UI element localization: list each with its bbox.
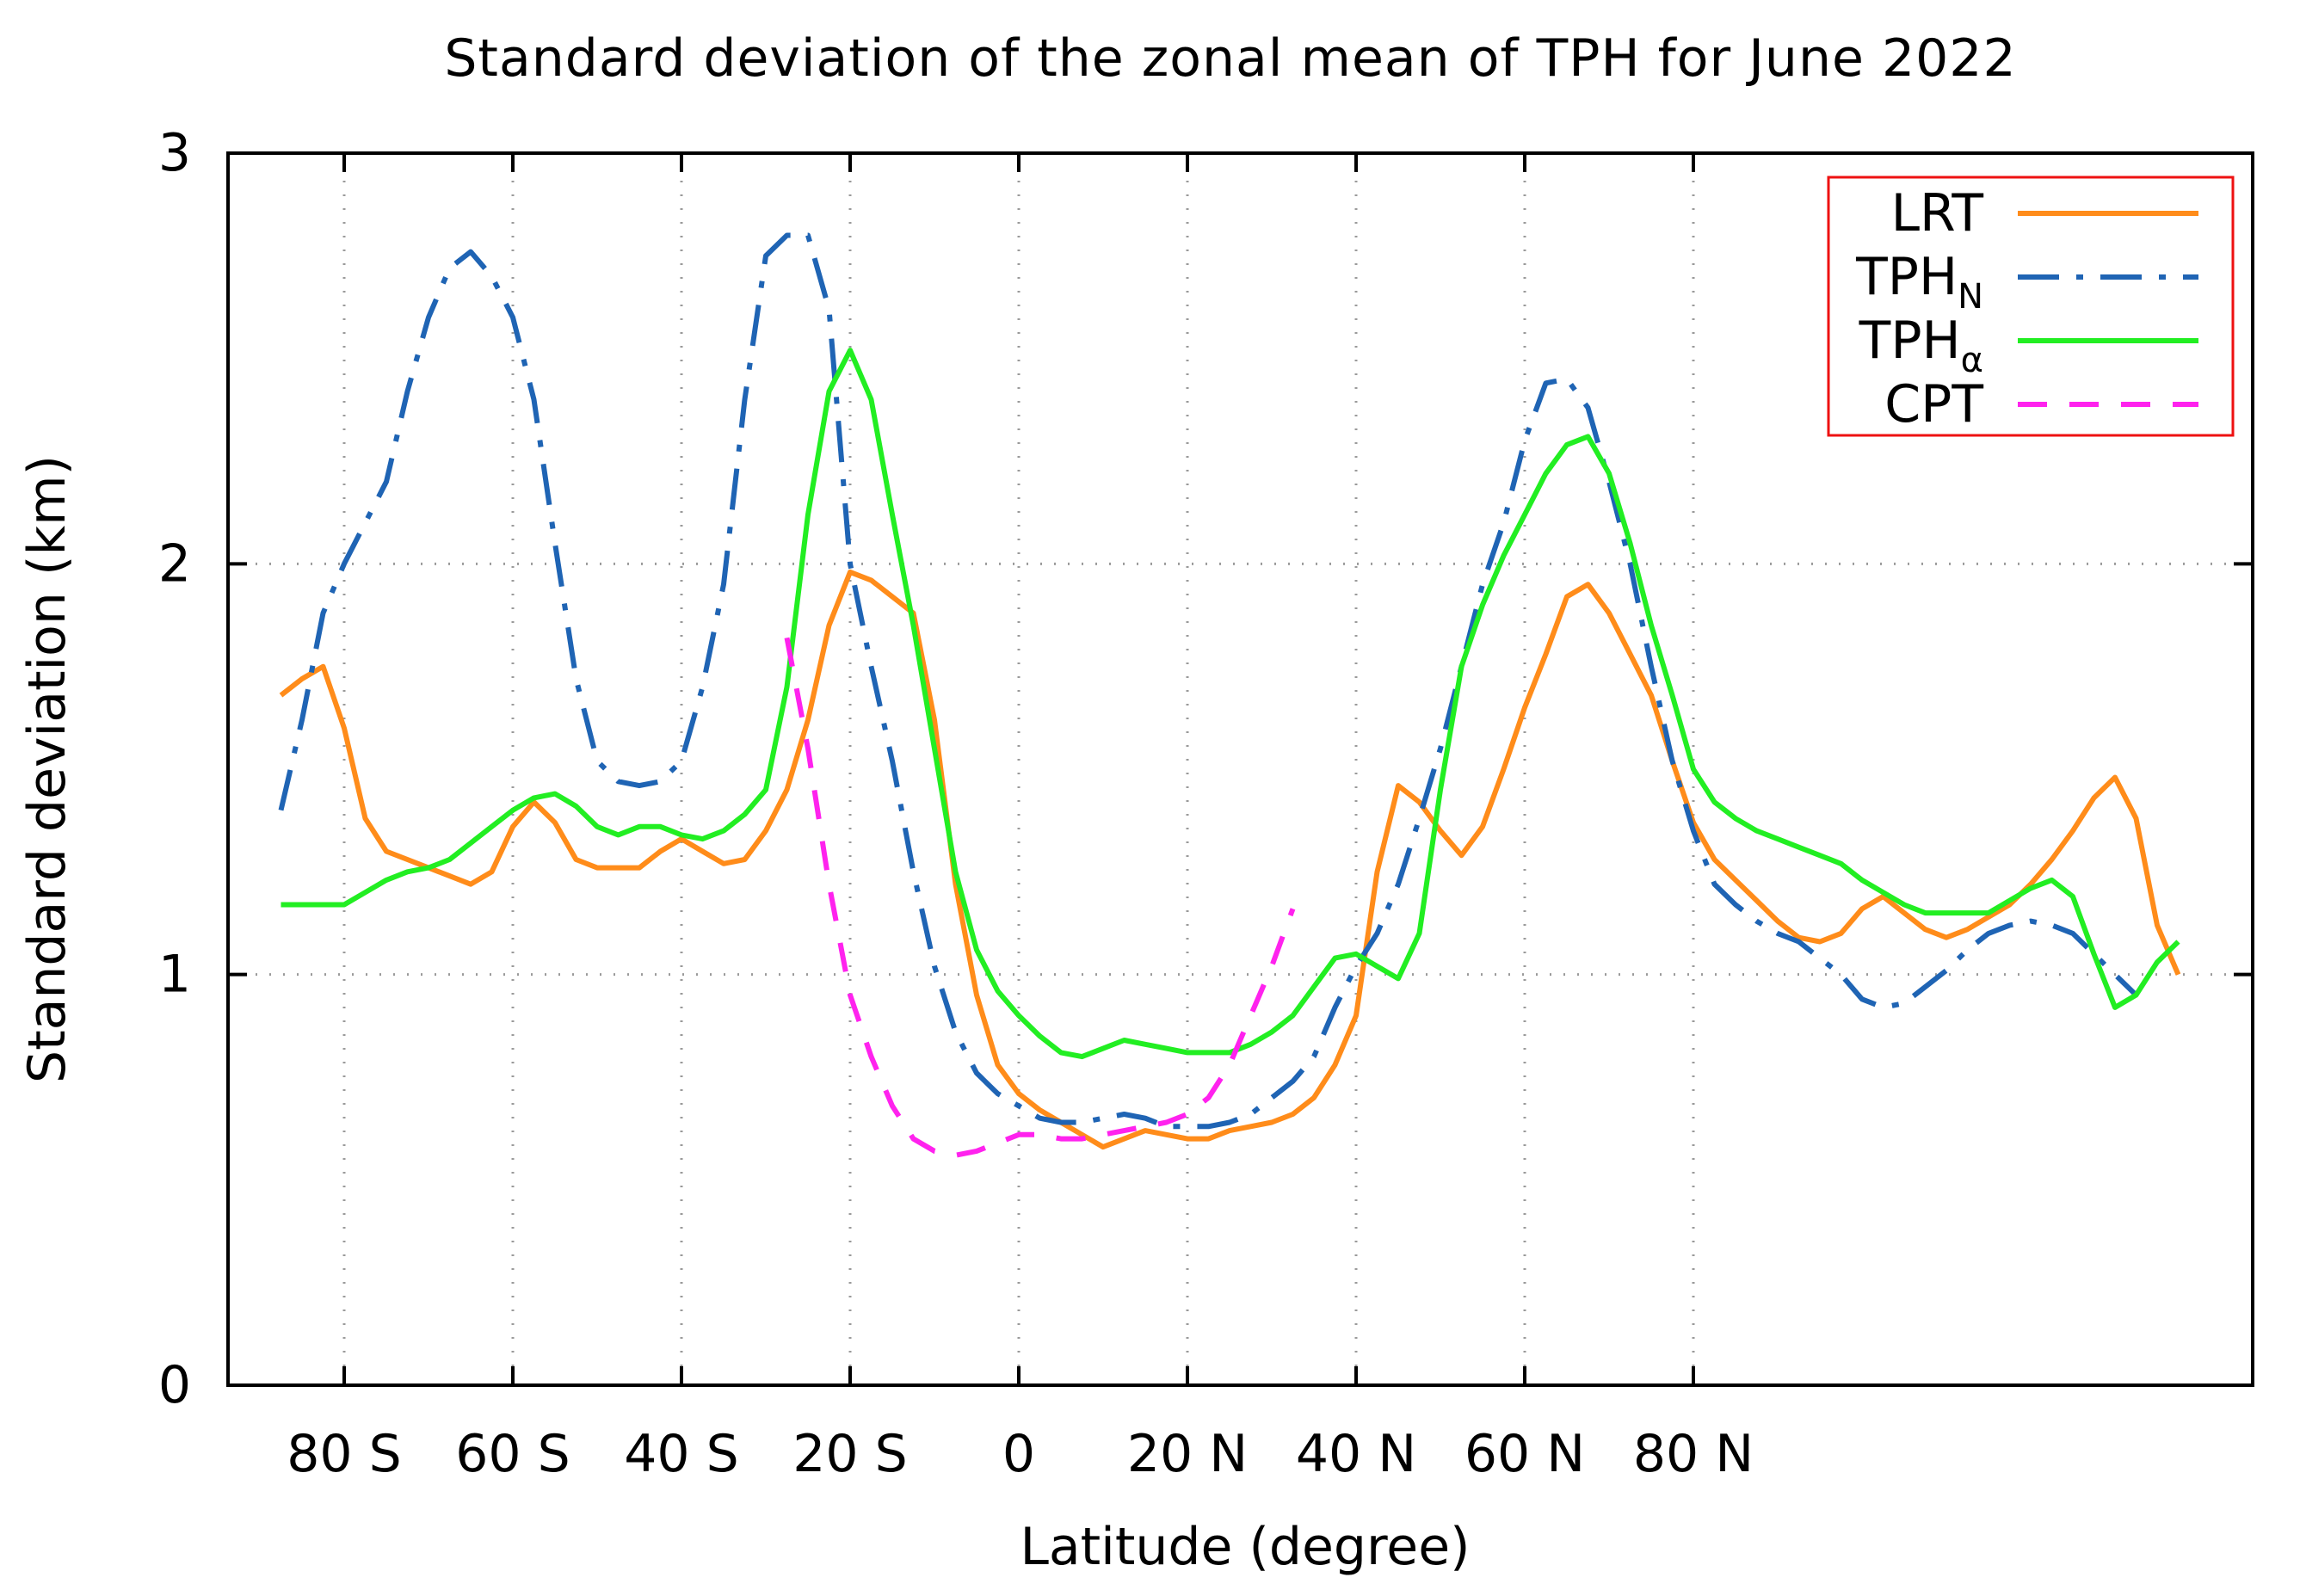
y-tick-label: 2 xyxy=(158,533,191,594)
x-tick-label: 80 N xyxy=(1633,1424,1754,1484)
x-tick-label: 0 xyxy=(1002,1424,1035,1484)
axis-ticks: 80 S 60 S 40 S 20 S 0 20 N 40 N 60 N 80 N 0 1 2 3 xyxy=(158,123,2253,1484)
legend-label: CPT xyxy=(1884,374,1983,434)
x-axis-label: Latitude (degree) xyxy=(1020,1517,1470,1577)
series-layer xyxy=(278,232,2181,1158)
y-tick-label: 0 xyxy=(158,1355,191,1415)
legend-box xyxy=(1827,176,2235,437)
chart-title: Standard deviation of the zonal mean of … xyxy=(444,28,2016,89)
y-tick-label: 1 xyxy=(158,945,191,1005)
x-tick-label: 60 N xyxy=(1464,1424,1585,1484)
series-line-tph-n xyxy=(278,232,2138,1130)
legend-label: LRT xyxy=(1891,183,1984,243)
series-line-lrt xyxy=(279,569,2181,1150)
x-tick-label: 40 S xyxy=(624,1424,739,1484)
x-tick-label: 20 S xyxy=(792,1424,908,1484)
x-tick-label: 40 N xyxy=(1296,1424,1416,1484)
y-axis-label: Standard deviation (km) xyxy=(17,455,77,1083)
series-line-cpt xyxy=(784,637,1296,1158)
plot-frame xyxy=(226,151,2254,1387)
x-tick-label: 20 N xyxy=(1127,1424,1248,1484)
legend-label: TPHα xyxy=(1859,311,1983,380)
y-tick-label: 3 xyxy=(158,123,191,183)
legend-label: TPHN xyxy=(1855,247,1983,317)
x-tick-label: 60 S xyxy=(455,1424,570,1484)
x-tick-label: 80 S xyxy=(287,1424,402,1484)
series-line-tph-α xyxy=(281,348,2180,1060)
